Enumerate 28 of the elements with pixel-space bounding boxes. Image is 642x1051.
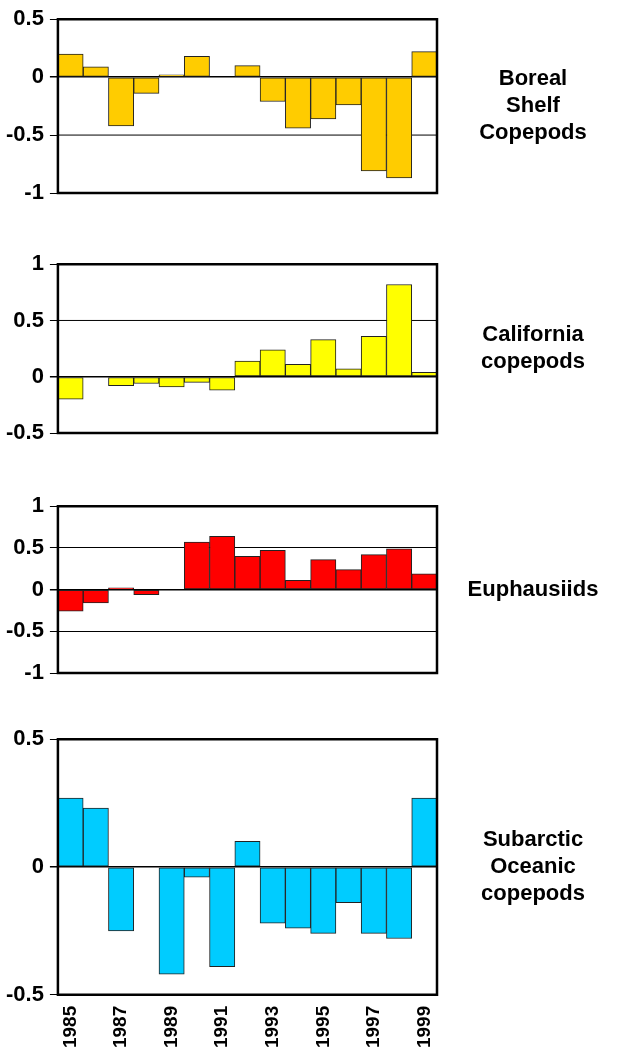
y-tick-label: 0.5	[13, 306, 44, 332]
y-tick-label: -0.5	[5, 617, 44, 643]
x-tick-label: 1985	[58, 1005, 80, 1049]
y-tick-label: 0	[31, 63, 44, 89]
x-tick-label: 1997	[362, 1005, 384, 1049]
y-tick-label: 0	[31, 575, 44, 601]
y-tick-label: 0.5	[13, 533, 44, 559]
x-tick-label: 1995	[311, 1005, 333, 1049]
y-tick-label: 1	[31, 492, 44, 518]
x-tick-label: 1993	[260, 1005, 282, 1049]
y-tick-label: -0.5	[5, 121, 44, 147]
y-tick-label: 0.5	[13, 725, 44, 751]
text: Subarctic Oceanic copepods	[481, 826, 585, 906]
y-tick-label: -0.5	[5, 419, 44, 445]
x-tick-label: 1999	[412, 1005, 434, 1049]
series-label: Euphausiids	[467, 575, 599, 601]
y-tick-label: -1	[24, 659, 44, 685]
y-tick-label: 0.5	[13, 5, 44, 31]
text: California copepods	[481, 321, 585, 374]
x-tick-label: 1989	[159, 1005, 181, 1049]
y-tick-label: -1	[24, 179, 44, 205]
series-label: Boreal Shelf Copepods	[479, 65, 587, 145]
y-tick-label: -0.5	[5, 980, 44, 1006]
y-tick-label: 0	[31, 362, 44, 388]
x-tick-label: 1987	[109, 1005, 131, 1049]
y-tick-label: 1	[31, 250, 44, 276]
x-tick-label: 1991	[210, 1005, 232, 1049]
y-tick-label: 0	[31, 853, 44, 879]
